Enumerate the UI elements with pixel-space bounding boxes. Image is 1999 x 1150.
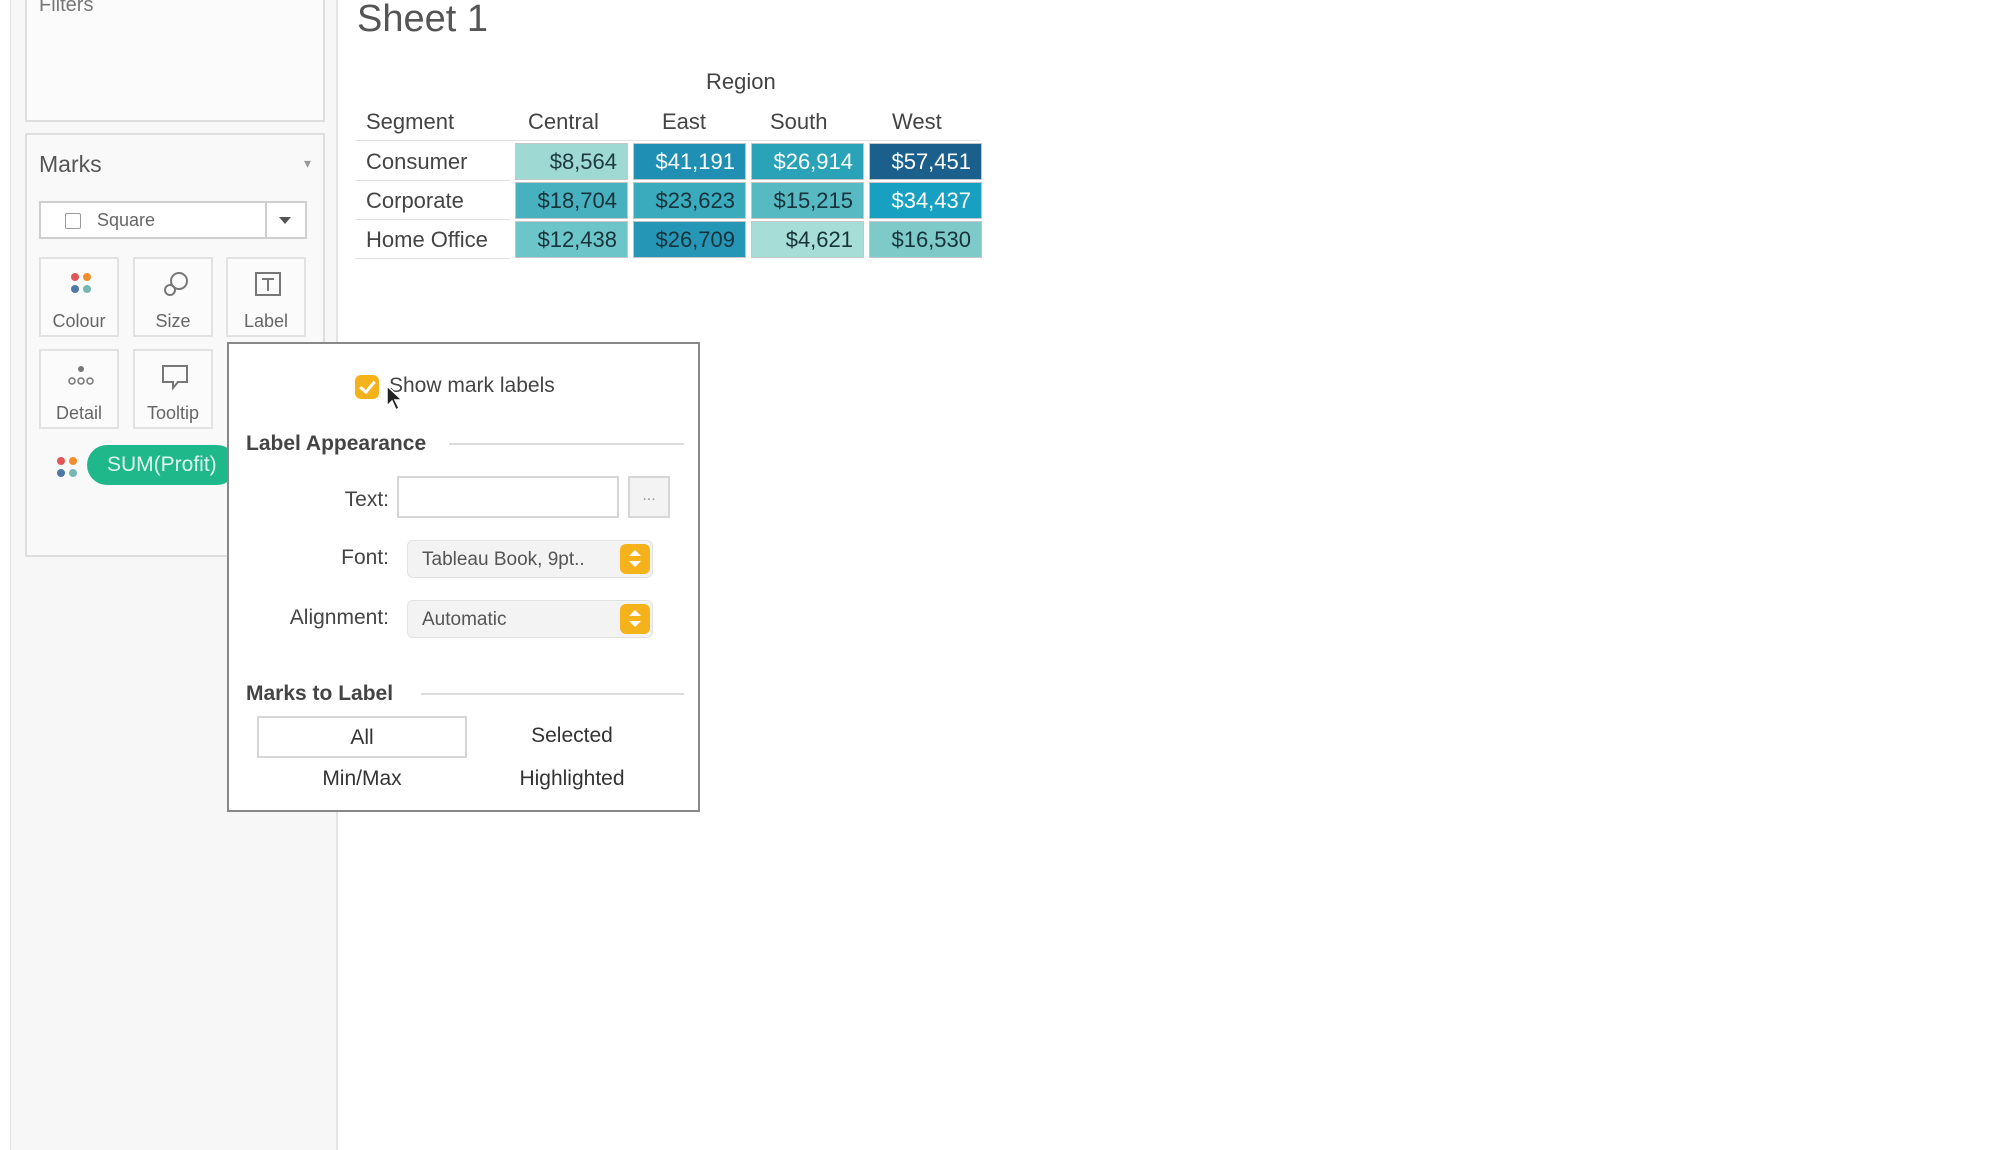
square-icon bbox=[65, 213, 81, 229]
column-header-west: West bbox=[892, 109, 942, 134]
sum-profit-pill[interactable]: SUM(Profit) bbox=[87, 445, 237, 485]
font-field-label: Font: bbox=[341, 546, 389, 569]
section-divider bbox=[421, 693, 684, 695]
crosstab-cell[interactable]: $18,704 bbox=[515, 182, 628, 219]
section-divider bbox=[449, 443, 684, 445]
crosstab-cell[interactable]: $23,623 bbox=[633, 182, 746, 219]
label-button[interactable]: Label bbox=[226, 257, 306, 337]
text-input[interactable] bbox=[397, 476, 619, 518]
show-mark-labels-label[interactable]: Show mark labels bbox=[389, 374, 555, 397]
label-appearance-title: Label Appearance bbox=[246, 432, 427, 455]
colour-dots-icon bbox=[71, 273, 91, 293]
crosstab-cell[interactable]: $15,215 bbox=[751, 182, 864, 219]
up-down-arrows-icon[interactable] bbox=[620, 604, 650, 634]
tooltip-bubble-icon bbox=[162, 365, 188, 391]
font-value: Tableau Book, 9pt.. bbox=[422, 549, 585, 570]
detail-label: Detail bbox=[55, 403, 103, 423]
font-select[interactable]: Tableau Book, 9pt.. bbox=[407, 540, 653, 578]
marks-to-label-title: Marks to Label bbox=[246, 682, 394, 705]
size-shapes-icon bbox=[164, 272, 188, 296]
detail-dots-icon bbox=[68, 366, 94, 385]
show-mark-labels-checkbox[interactable] bbox=[355, 375, 379, 399]
marks-to-label-min-max[interactable]: Min/Max bbox=[322, 767, 402, 790]
row-header-home-office: Home Office bbox=[366, 227, 488, 252]
crosstab-cell[interactable]: $12,438 bbox=[515, 221, 628, 258]
crosstab-cell[interactable]: $57,451 bbox=[869, 143, 982, 180]
colour-dots-icon bbox=[57, 457, 77, 477]
mark-type-dropdown[interactable]: Square bbox=[39, 201, 307, 239]
text-field-label: Text: bbox=[344, 488, 389, 511]
column-header-central: Central bbox=[528, 109, 599, 134]
cursor-arrow-icon bbox=[386, 384, 404, 412]
row-header-corporate: Corporate bbox=[366, 188, 464, 213]
crosstab-cell[interactable]: $4,621 bbox=[751, 221, 864, 258]
row-divider bbox=[355, 258, 510, 259]
tooltip-button[interactable]: Tooltip bbox=[133, 349, 213, 429]
chevron-down-icon[interactable] bbox=[265, 203, 305, 237]
marks-menu-icon[interactable]: ▾ bbox=[303, 155, 311, 171]
label-label: Label bbox=[243, 311, 289, 331]
crosstab-cell[interactable]: $26,709 bbox=[633, 221, 746, 258]
marks-to-label-selected[interactable]: Selected bbox=[531, 724, 613, 747]
text-ellipsis-button[interactable]: ... bbox=[628, 476, 670, 518]
label-text-icon bbox=[255, 272, 281, 296]
crosstab-cell[interactable]: $8,564 bbox=[515, 143, 628, 180]
size-button[interactable]: Size bbox=[133, 257, 213, 337]
size-label: Size bbox=[155, 311, 191, 331]
header-divider bbox=[355, 140, 980, 141]
crosstab-cell[interactable]: $16,530 bbox=[869, 221, 982, 258]
crosstab-cell[interactable]: $34,437 bbox=[869, 182, 982, 219]
crosstab-cell[interactable]: $26,914 bbox=[751, 143, 864, 180]
row-divider bbox=[355, 180, 510, 181]
colour-button[interactable]: Colour bbox=[39, 257, 119, 337]
row-header-consumer: Consumer bbox=[366, 149, 468, 174]
marks-to-label-all[interactable]: All bbox=[257, 716, 467, 758]
filters-title: Filters bbox=[39, 0, 94, 16]
colour-label: Colour bbox=[52, 311, 106, 331]
column-header-east: East bbox=[662, 109, 707, 134]
alignment-select[interactable]: Automatic bbox=[407, 600, 653, 638]
row-divider bbox=[355, 219, 510, 220]
region-header: Region bbox=[706, 69, 776, 94]
alignment-field-label: Alignment: bbox=[289, 606, 389, 629]
column-header-south: South bbox=[770, 109, 828, 134]
up-down-arrows-icon[interactable] bbox=[620, 544, 650, 574]
marks-title: Marks bbox=[39, 151, 102, 177]
tooltip-label: Tooltip bbox=[146, 403, 200, 423]
detail-button[interactable]: Detail bbox=[39, 349, 119, 429]
sheet-title: Sheet 1 bbox=[357, 0, 488, 40]
marks-to-label-highlighted[interactable]: Highlighted bbox=[519, 767, 625, 790]
label-popup: Show mark labels Label Appearance Text: … bbox=[227, 342, 700, 812]
filters-card[interactable]: Filters bbox=[25, 0, 325, 122]
mark-type-value: Square bbox=[97, 210, 156, 230]
segment-header: Segment bbox=[366, 109, 455, 134]
crosstab-cell[interactable]: $41,191 bbox=[633, 143, 746, 180]
alignment-value: Automatic bbox=[422, 609, 507, 630]
